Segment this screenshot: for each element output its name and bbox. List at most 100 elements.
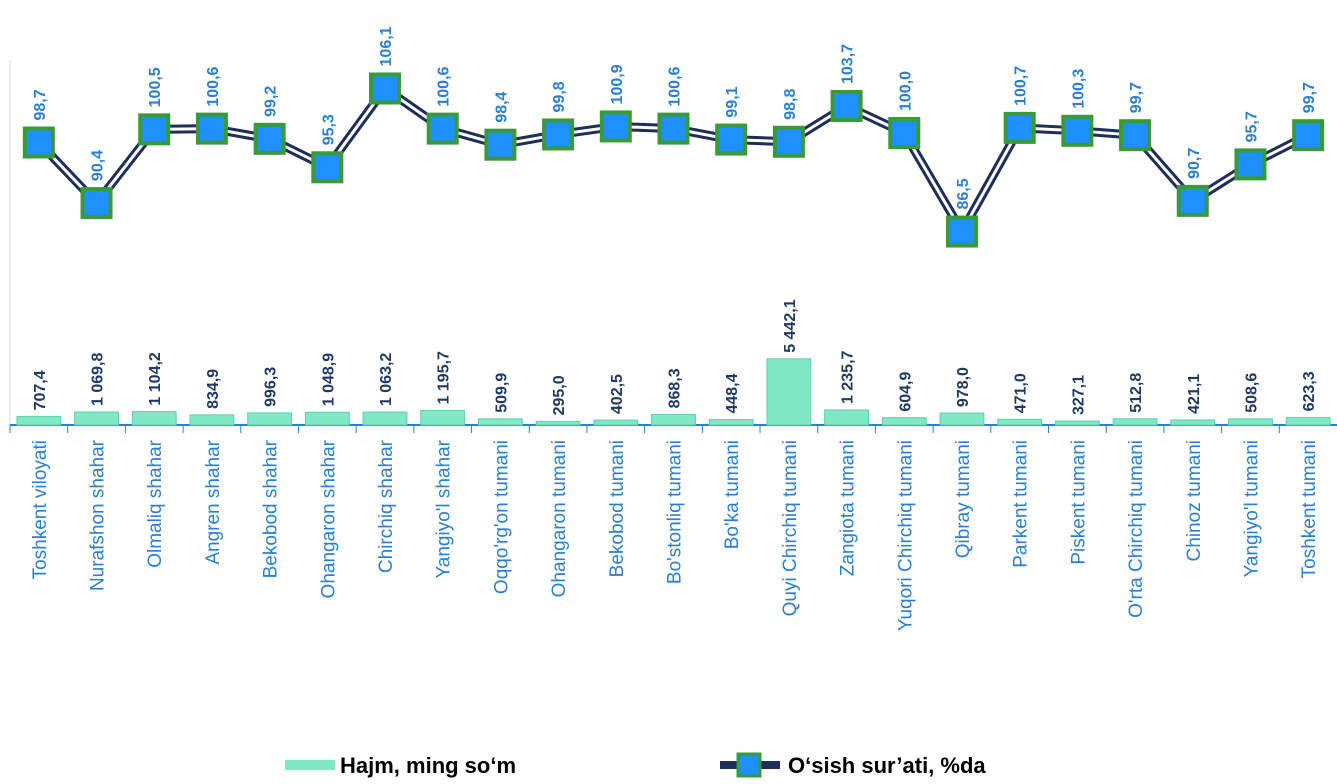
bar-value-label: 421,1 xyxy=(1186,374,1203,414)
bar xyxy=(1170,419,1216,426)
bar-value-label: 295,0 xyxy=(551,375,568,415)
line-value-label: 100,7 xyxy=(1013,66,1030,106)
marker xyxy=(1234,148,1267,181)
bar-value-label: 402,5 xyxy=(609,374,626,414)
line-value-label: 99,1 xyxy=(724,86,741,117)
marker xyxy=(195,112,228,145)
x-tick-label: Yuqori Chirchiq tumani xyxy=(895,440,916,631)
marker xyxy=(599,110,632,143)
line-value-label: 86,5 xyxy=(955,178,972,209)
bar-value-label: 1 195,7 xyxy=(436,351,453,404)
line-value-label: 103,7 xyxy=(840,44,857,84)
x-tick-label: Parkent tumani xyxy=(1011,440,1032,568)
x-tick-label: Toshkent viloyati xyxy=(30,440,51,579)
x-tick-label: Piskent tumani xyxy=(1068,440,1089,565)
x-tick-label: Yangiyo'l tumani xyxy=(1241,440,1262,577)
x-tick-label: Quyi Chirchiq tumani xyxy=(780,440,801,616)
bar-value-label: 448,4 xyxy=(724,373,741,413)
bar xyxy=(16,415,62,426)
line-value-label: 99,8 xyxy=(551,81,568,112)
marker xyxy=(484,128,517,161)
x-tick-label: Chinoz tumani xyxy=(1184,440,1205,561)
bar xyxy=(593,419,639,426)
marker xyxy=(22,126,55,159)
x-tick-label: Bo'stonliq tumani xyxy=(665,440,686,584)
bar xyxy=(1228,418,1273,426)
x-tick-label: Angren shahar xyxy=(203,439,224,564)
bar xyxy=(362,411,408,426)
line-value-label: 100,5 xyxy=(147,67,164,107)
x-tick-label: Yangiyo'l shahar xyxy=(434,439,455,578)
x-tick-label: Olmaliq shahar xyxy=(145,439,166,567)
x-tick-label: Ohangaron tumani xyxy=(549,440,570,597)
x-tick-label: Ohangaron shahar xyxy=(318,439,339,598)
bar-value-label: 1 063,2 xyxy=(378,353,395,406)
marker xyxy=(657,112,690,145)
line-value-label: 99,7 xyxy=(1301,82,1318,113)
marker xyxy=(138,113,171,146)
line-value-label: 100,3 xyxy=(1070,69,1087,109)
bar-value-label: 5 442,1 xyxy=(782,299,799,352)
bar-value-label: 604,9 xyxy=(897,371,914,411)
bar-value-label: 623,3 xyxy=(1301,371,1318,411)
marker xyxy=(772,125,805,158)
marker xyxy=(542,118,575,151)
marker xyxy=(1061,114,1094,147)
legend-swatch xyxy=(285,760,335,770)
x-tick-label: Chirchiq shahar xyxy=(376,439,397,573)
x-tick-label: Bekobod tumani xyxy=(607,440,628,577)
bar xyxy=(1054,420,1100,426)
bar xyxy=(939,412,985,426)
bar xyxy=(997,418,1043,426)
x-tick-label: Oqqo'rg'on tumani xyxy=(491,440,512,594)
bar xyxy=(1285,416,1331,426)
bar-value-label: 1 048,9 xyxy=(320,353,337,406)
marker xyxy=(945,215,978,248)
bar xyxy=(131,411,177,426)
bar-value-label: 868,3 xyxy=(667,368,684,408)
line-value-label: 98,7 xyxy=(32,89,49,120)
x-tick-label: Bekobod shahar xyxy=(261,439,282,578)
legend-label: O‘sish sur’ati, %da xyxy=(788,753,986,778)
bar-value-label: 471,0 xyxy=(1013,373,1030,413)
marker xyxy=(1003,111,1036,144)
bar-value-label: 508,6 xyxy=(1243,373,1260,413)
line-value-label: 99,7 xyxy=(1128,82,1145,113)
bar-value-label: 1 235,7 xyxy=(840,350,857,403)
bar-value-label: 1 104,2 xyxy=(147,352,164,405)
marker xyxy=(80,187,113,220)
x-tick-label: Qibray tumani xyxy=(953,440,974,558)
bar xyxy=(189,414,235,426)
bar-value-label: 978,0 xyxy=(955,367,972,407)
line-value-label: 100,6 xyxy=(667,66,684,106)
bar xyxy=(477,418,523,426)
line-value-label: 106,1 xyxy=(378,26,395,66)
line-value-label: 98,8 xyxy=(782,89,799,120)
marker xyxy=(1119,119,1152,152)
marker xyxy=(426,112,459,145)
bar-value-label: 1 069,8 xyxy=(90,352,107,405)
bar-value-label: 834,9 xyxy=(205,369,222,409)
bar xyxy=(766,358,812,426)
marker xyxy=(830,89,863,122)
line-value-label: 95,3 xyxy=(320,114,337,145)
bar xyxy=(535,420,581,426)
bar xyxy=(824,409,870,426)
x-tick-label: Toshkent tumani xyxy=(1299,440,1320,578)
x-tick-label: Nurafshon shahar xyxy=(88,439,109,591)
line-value-label: 100,9 xyxy=(609,64,626,104)
marker xyxy=(311,151,344,184)
bar-value-label: 327,1 xyxy=(1070,375,1087,415)
line xyxy=(37,86,1309,234)
line-value-label: 100,0 xyxy=(897,71,914,111)
x-tick-label: Zangiota tumani xyxy=(838,440,859,576)
bar xyxy=(708,419,754,426)
bar xyxy=(420,409,466,426)
bar-value-label: 512,8 xyxy=(1128,373,1145,413)
line-value-label: 90,4 xyxy=(90,150,107,181)
legend-label: Hajm, ming so‘m xyxy=(340,753,516,778)
line-value-label: 100,6 xyxy=(436,66,453,106)
bar-value-label: 996,3 xyxy=(263,367,280,407)
bar-value-label: 707,4 xyxy=(32,370,49,410)
line-value-label: 100,6 xyxy=(205,66,222,106)
